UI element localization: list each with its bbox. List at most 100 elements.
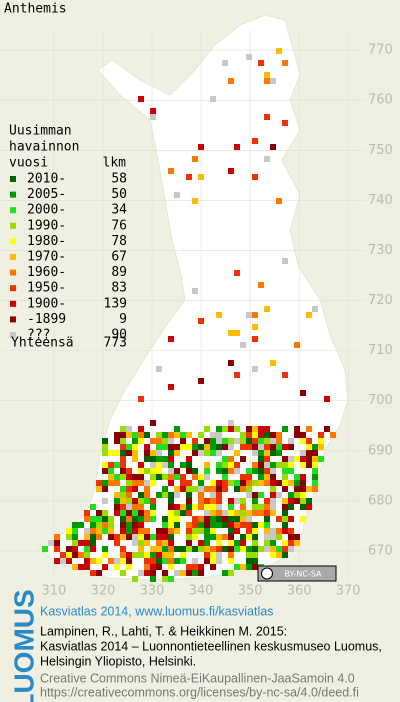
record-cell bbox=[174, 546, 180, 552]
record-cell bbox=[288, 462, 294, 468]
record-cell bbox=[144, 432, 150, 438]
record-cell bbox=[138, 474, 144, 480]
record-cell bbox=[162, 552, 168, 558]
record-cell bbox=[246, 564, 252, 570]
record-cell bbox=[222, 456, 228, 462]
record-cell bbox=[282, 426, 288, 432]
record-cell bbox=[222, 486, 228, 492]
brand: LUOMUS bbox=[8, 589, 39, 702]
record-cell bbox=[120, 570, 126, 576]
record-cell bbox=[78, 522, 84, 528]
record-cell bbox=[138, 432, 144, 438]
record-cell bbox=[192, 558, 198, 564]
legend-count: 89 bbox=[111, 265, 127, 280]
record-cell bbox=[138, 498, 144, 504]
record-cell bbox=[174, 528, 180, 534]
record-cell bbox=[252, 546, 258, 552]
record-cell bbox=[138, 546, 144, 552]
record-cell bbox=[174, 468, 180, 474]
legend-title: havainnon bbox=[9, 140, 79, 155]
record-cell bbox=[150, 534, 156, 540]
record-cell bbox=[324, 426, 330, 432]
record-cell bbox=[162, 432, 168, 438]
record-cell bbox=[264, 456, 270, 462]
record-cell bbox=[102, 510, 108, 516]
record-cell bbox=[168, 522, 174, 528]
record-cell bbox=[186, 432, 192, 438]
legend-count: 50 bbox=[111, 187, 127, 202]
record-cell bbox=[156, 366, 162, 372]
record-cell bbox=[264, 480, 270, 486]
record-cell bbox=[288, 456, 294, 462]
record-cell bbox=[270, 438, 276, 444]
record-cell bbox=[144, 558, 150, 564]
x-tick-label: 350 bbox=[238, 584, 263, 599]
record-cell bbox=[198, 318, 204, 324]
record-cell bbox=[120, 534, 126, 540]
record-cell bbox=[264, 444, 270, 450]
record-cell bbox=[132, 534, 138, 540]
record-cell bbox=[102, 498, 108, 504]
record-cell bbox=[282, 552, 288, 558]
record-cell bbox=[276, 438, 282, 444]
record-cell bbox=[234, 564, 240, 570]
record-cell bbox=[66, 534, 72, 540]
record-cell bbox=[252, 522, 258, 528]
record-cell bbox=[264, 504, 270, 510]
record-cell bbox=[294, 456, 300, 462]
record-cell bbox=[132, 510, 138, 516]
record-cell bbox=[270, 480, 276, 486]
record-cell bbox=[228, 360, 234, 366]
legend-swatch bbox=[10, 238, 16, 245]
legend-count: 58 bbox=[111, 172, 127, 187]
legend-label: 1980- bbox=[27, 234, 66, 249]
legend-column: lkm bbox=[103, 156, 127, 171]
record-cell bbox=[288, 534, 294, 540]
legend-label: 1960- bbox=[27, 265, 66, 280]
record-cell bbox=[186, 444, 192, 450]
record-cell bbox=[282, 468, 288, 474]
record-cell bbox=[126, 522, 132, 528]
record-cell bbox=[282, 444, 288, 450]
record-cell bbox=[150, 558, 156, 564]
record-cell bbox=[84, 546, 90, 552]
record-cell bbox=[132, 432, 138, 438]
license-line: Creative Commons Nimeä-EiKaupallinen-Jaa… bbox=[40, 671, 355, 685]
record-cell bbox=[84, 540, 90, 546]
record-cell bbox=[210, 558, 216, 564]
record-cell bbox=[216, 558, 222, 564]
record-cell bbox=[282, 498, 288, 504]
record-cell bbox=[252, 498, 258, 504]
record-cell bbox=[282, 474, 288, 480]
record-cell bbox=[228, 510, 234, 516]
record-cell bbox=[246, 54, 252, 60]
record-cell bbox=[150, 468, 156, 474]
record-cell bbox=[294, 534, 300, 540]
record-cell bbox=[312, 444, 318, 450]
record-cell bbox=[150, 564, 156, 570]
record-cell bbox=[270, 498, 276, 504]
record-cell bbox=[126, 480, 132, 486]
record-cell bbox=[180, 570, 186, 576]
legend-count: 67 bbox=[111, 250, 127, 265]
record-cell bbox=[252, 426, 258, 432]
record-cell bbox=[150, 114, 156, 120]
record-cell bbox=[186, 534, 192, 540]
record-cell bbox=[216, 534, 222, 540]
record-cell bbox=[186, 570, 192, 576]
record-cell bbox=[270, 78, 276, 84]
legend-total: 773 bbox=[104, 336, 127, 351]
record-cell bbox=[156, 534, 162, 540]
record-cell bbox=[72, 522, 78, 528]
record-cell bbox=[120, 462, 126, 468]
record-cell bbox=[138, 480, 144, 486]
record-cell bbox=[144, 444, 150, 450]
record-cell bbox=[294, 426, 300, 432]
record-cell bbox=[234, 516, 240, 522]
record-cell bbox=[192, 474, 198, 480]
record-cell bbox=[54, 546, 60, 552]
legend-swatch bbox=[10, 269, 16, 276]
record-cell bbox=[174, 570, 180, 576]
record-cell bbox=[210, 552, 216, 558]
record-cell bbox=[252, 564, 258, 570]
